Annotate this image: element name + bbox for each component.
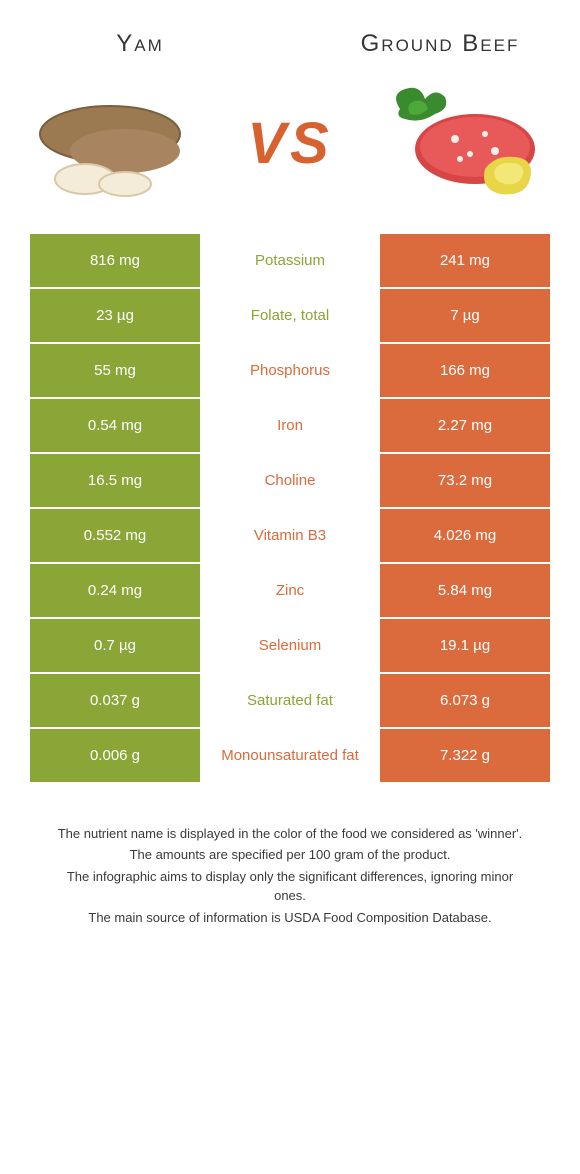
table-row: 0.037 gSaturated fat6.073 g xyxy=(30,674,550,727)
nutrient-label-cell: Saturated fat xyxy=(200,674,380,727)
nutrient-label-cell: Zinc xyxy=(200,564,380,617)
left-value-cell: 0.54 mg xyxy=(30,399,200,452)
footer-line: The amounts are specified per 100 gram o… xyxy=(50,845,530,865)
table-row: 816 mgPotassium241 mg xyxy=(30,234,550,287)
table-row: 0.006 gMonounsaturated fat7.322 g xyxy=(30,729,550,782)
table-row: 0.552 mgVitamin B34.026 mg xyxy=(30,509,550,562)
header-titles: Yam Ground Beef xyxy=(0,0,580,59)
right-food-title: Ground Beef xyxy=(340,30,540,59)
left-value-cell: 0.037 g xyxy=(30,674,200,727)
right-value-cell: 7.322 g xyxy=(380,729,550,782)
nutrient-label-cell: Phosphorus xyxy=(200,344,380,397)
nutrient-label-cell: Iron xyxy=(200,399,380,452)
right-value-cell: 166 mg xyxy=(380,344,550,397)
right-value-cell: 7 µg xyxy=(380,289,550,342)
right-value-cell: 241 mg xyxy=(380,234,550,287)
left-value-cell: 0.24 mg xyxy=(30,564,200,617)
left-value-cell: 0.7 µg xyxy=(30,619,200,672)
nutrient-label-cell: Folate, total xyxy=(200,289,380,342)
left-value-cell: 0.006 g xyxy=(30,729,200,782)
left-value-cell: 0.552 mg xyxy=(30,509,200,562)
table-row: 0.54 mgIron2.27 mg xyxy=(30,399,550,452)
nutrient-label-cell: Vitamin B3 xyxy=(200,509,380,562)
left-food-title: Yam xyxy=(40,30,240,59)
table-row: 0.7 µgSelenium19.1 µg xyxy=(30,619,550,672)
vs-label: VS xyxy=(247,110,332,177)
left-value-cell: 816 mg xyxy=(30,234,200,287)
left-value-cell: 23 µg xyxy=(30,289,200,342)
right-value-cell: 6.073 g xyxy=(380,674,550,727)
table-row: 23 µgFolate, total7 µg xyxy=(30,289,550,342)
footer-notes: The nutrient name is displayed in the co… xyxy=(0,784,580,928)
image-row: VS xyxy=(0,59,580,234)
nutrient-label-cell: Potassium xyxy=(200,234,380,287)
nutrient-label-cell: Choline xyxy=(200,454,380,507)
footer-line: The main source of information is USDA F… xyxy=(50,908,530,928)
right-value-cell: 5.84 mg xyxy=(380,564,550,617)
right-value-cell: 19.1 µg xyxy=(380,619,550,672)
table-row: 0.24 mgZinc5.84 mg xyxy=(30,564,550,617)
table-row: 16.5 mgCholine73.2 mg xyxy=(30,454,550,507)
left-value-cell: 16.5 mg xyxy=(30,454,200,507)
nutrient-label-cell: Monounsaturated fat xyxy=(200,729,380,782)
right-value-cell: 73.2 mg xyxy=(380,454,550,507)
nutrient-label-cell: Selenium xyxy=(200,619,380,672)
right-value-cell: 2.27 mg xyxy=(380,399,550,452)
right-value-cell: 4.026 mg xyxy=(380,509,550,562)
left-value-cell: 55 mg xyxy=(30,344,200,397)
footer-line: The infographic aims to display only the… xyxy=(50,867,530,906)
nutrient-table: 816 mgPotassium241 mg23 µgFolate, total7… xyxy=(0,234,580,782)
ground-beef-image xyxy=(370,79,550,209)
table-row: 55 mgPhosphorus166 mg xyxy=(30,344,550,397)
footer-line: The nutrient name is displayed in the co… xyxy=(50,824,530,844)
yam-image xyxy=(30,79,210,209)
